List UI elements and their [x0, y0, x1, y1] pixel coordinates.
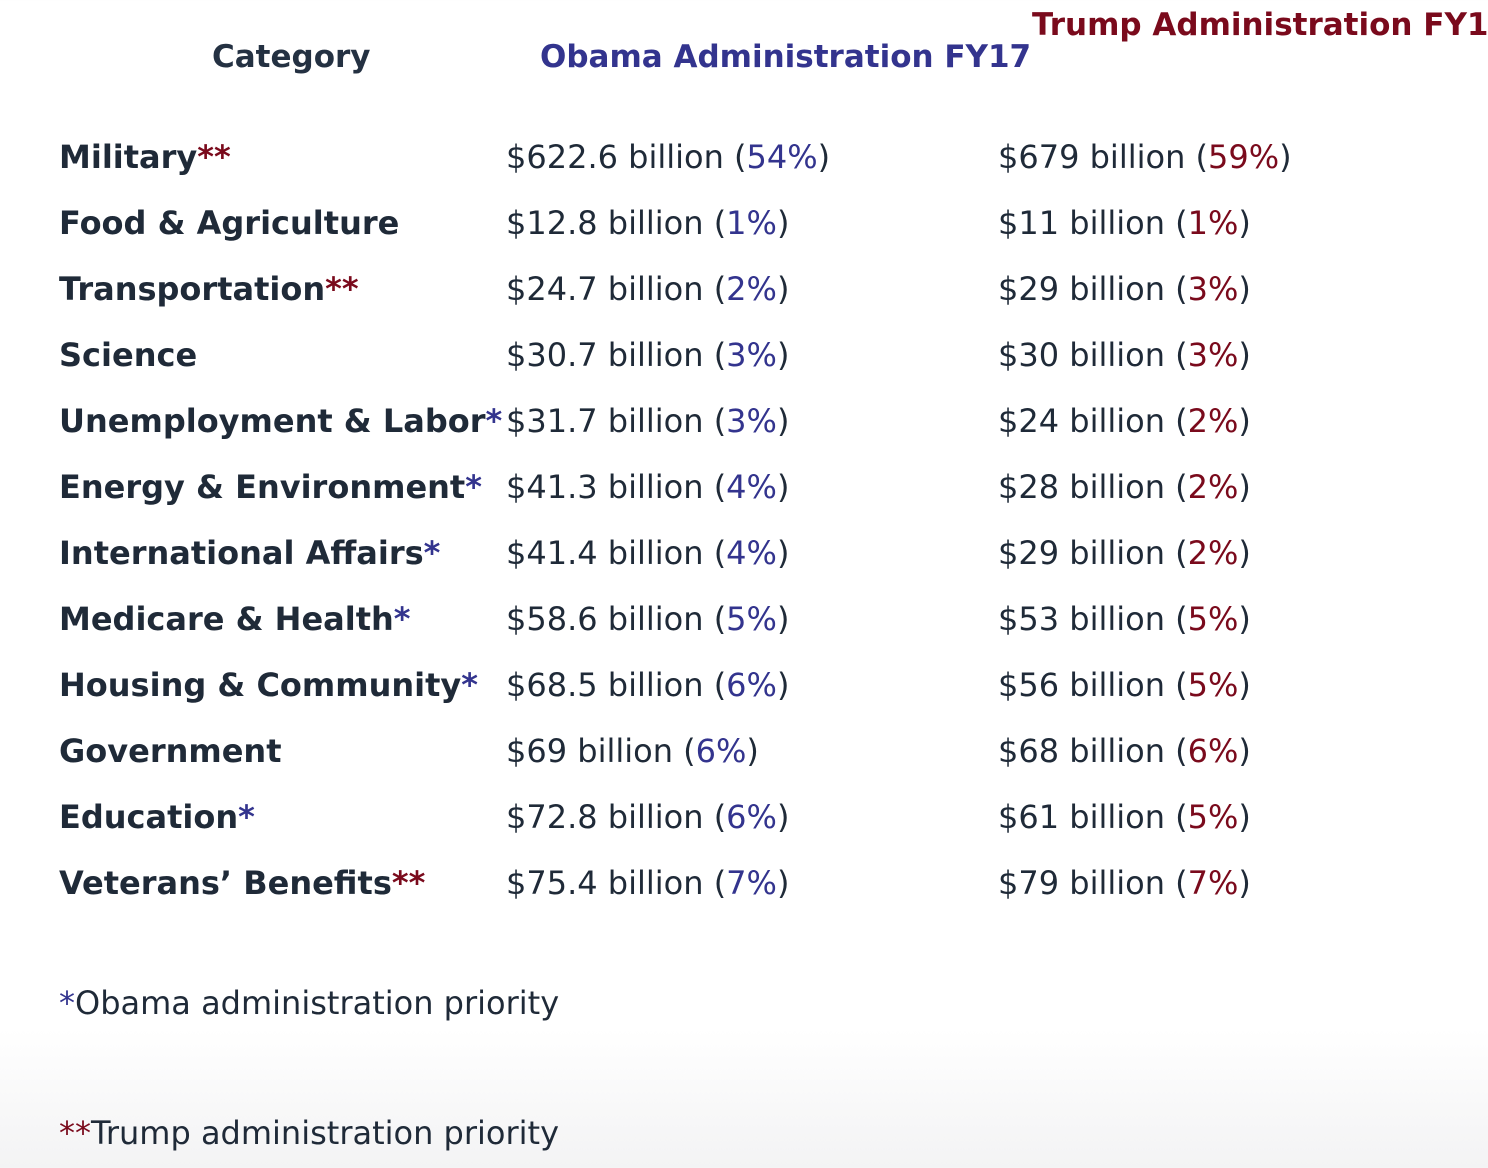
obama-column-header: Obama Administration FY17	[540, 39, 1032, 75]
trump-percent: 2%	[1187, 534, 1239, 572]
priority-marker: *	[393, 600, 411, 638]
obama-value-cell: $41.4 billion (4%)	[506, 534, 790, 572]
table-row: Education* $72.8 billion (6%) $61 billio…	[0, 797, 1488, 837]
obama-value-cell: $41.3 billion (4%)	[506, 468, 790, 506]
table-row: Science $30.7 billion (3%) $30 billion (…	[0, 335, 1488, 375]
obama-value-cell: $24.7 billion (2%)	[506, 270, 790, 308]
priority-marker: **	[197, 138, 231, 176]
footnote-obama-priority: *Obama administration priority	[59, 983, 559, 1023]
table-row: Government $69 billion (6%) $68 billion …	[0, 731, 1488, 771]
footnote-trump-priority: **Trump administration priority	[59, 1113, 559, 1153]
table-row: Military** $622.6 billion (54%) $679 bil…	[0, 137, 1488, 177]
category-cell: Education*	[59, 798, 255, 836]
footnote-text: Obama administration priority	[75, 984, 560, 1022]
obama-percent: 3%	[726, 402, 777, 440]
trump-value-cell: $29 billion (2%)	[998, 534, 1251, 572]
table-row: Medicare & Health* $58.6 billion (5%) $5…	[0, 599, 1488, 639]
trump-value-cell: $11 billion (1%)	[998, 204, 1251, 242]
trump-value-cell: $30 billion (3%)	[998, 336, 1251, 374]
priority-marker: *	[465, 468, 482, 506]
trump-percent: 6%	[1187, 732, 1239, 770]
obama-value-cell: $75.4 billion (7%)	[506, 864, 790, 902]
table-row: Energy & Environment* $41.3 billion (4%)…	[0, 467, 1488, 507]
trump-value-cell: $28 billion (2%)	[998, 468, 1251, 506]
category-cell: Energy & Environment*	[59, 468, 482, 506]
trump-value-cell: $24 billion (2%)	[998, 402, 1251, 440]
category-cell: Government	[59, 732, 282, 770]
trump-percent: 3%	[1187, 270, 1239, 308]
trump-value-cell: $68 billion (6%)	[998, 732, 1251, 770]
trump-value-cell: $679 billion (59%)	[998, 138, 1292, 176]
obama-percent: 7%	[726, 864, 777, 902]
trump-value-cell: $56 billion (5%)	[998, 666, 1251, 704]
trump-percent: 2%	[1187, 468, 1239, 506]
trump-percent: 1%	[1187, 204, 1239, 242]
obama-value-cell: $68.5 billion (6%)	[506, 666, 790, 704]
trump-column-header: Trump Administration FY18	[1032, 7, 1488, 43]
obama-value-cell: $31.7 billion (3%)	[506, 402, 790, 440]
footnote-marker: **	[59, 1114, 91, 1152]
obama-value-cell: $72.8 billion (6%)	[506, 798, 790, 836]
footnote-marker: *	[59, 984, 75, 1022]
trump-percent: 59%	[1208, 138, 1280, 176]
priority-marker: *	[485, 402, 503, 440]
obama-percent: 2%	[726, 270, 777, 308]
trump-value-cell: $79 billion (7%)	[998, 864, 1251, 902]
trump-value-cell: $53 billion (5%)	[998, 600, 1251, 638]
obama-value-cell: $30.7 billion (3%)	[506, 336, 790, 374]
category-column-header: Category	[212, 39, 371, 75]
category-cell: Medicare & Health*	[59, 600, 411, 638]
priority-marker: *	[423, 534, 441, 572]
category-cell: Veterans’ Benefits**	[59, 864, 426, 902]
trump-value-cell: $29 billion (3%)	[998, 270, 1251, 308]
trump-percent: 5%	[1187, 798, 1239, 836]
category-cell: Food & Agriculture	[59, 204, 400, 242]
obama-percent: 6%	[695, 732, 747, 770]
table-row: Unemployment & Labor* $31.7 billion (3%)…	[0, 401, 1488, 441]
trump-percent: 5%	[1187, 600, 1239, 638]
obama-value-cell: $58.6 billion (5%)	[506, 600, 790, 638]
priority-marker: *	[238, 798, 255, 836]
category-cell: International Affairs*	[59, 534, 441, 572]
table-row: International Affairs* $41.4 billion (4%…	[0, 533, 1488, 573]
trump-percent: 7%	[1187, 864, 1239, 902]
obama-percent: 5%	[726, 600, 777, 638]
obama-percent: 1%	[726, 204, 777, 242]
priority-marker: **	[325, 270, 359, 308]
trump-percent: 3%	[1187, 336, 1239, 374]
category-cell: Unemployment & Labor*	[59, 402, 503, 440]
priority-marker: *	[461, 666, 479, 704]
category-cell: Science	[59, 336, 198, 374]
trump-percent: 5%	[1187, 666, 1239, 704]
category-cell: Military**	[59, 138, 231, 176]
category-cell: Transportation**	[59, 270, 359, 308]
trump-value-cell: $61 billion (5%)	[998, 798, 1251, 836]
obama-value-cell: $12.8 billion (1%)	[506, 204, 790, 242]
obama-value-cell: $69 billion (6%)	[506, 732, 759, 770]
obama-percent: 4%	[726, 534, 777, 572]
obama-percent: 6%	[726, 798, 777, 836]
obama-percent: 54%	[746, 138, 818, 176]
table-row: Transportation** $24.7 billion (2%) $29 …	[0, 269, 1488, 309]
obama-percent: 4%	[726, 468, 777, 506]
footnote-text: Trump administration priority	[91, 1114, 560, 1152]
obama-percent: 6%	[726, 666, 777, 704]
trump-percent: 2%	[1187, 402, 1239, 440]
table-row: Food & Agriculture $12.8 billion (1%) $1…	[0, 203, 1488, 243]
category-cell: Housing & Community*	[59, 666, 479, 704]
obama-percent: 3%	[726, 336, 777, 374]
priority-marker: **	[391, 864, 426, 902]
table-row: Housing & Community* $68.5 billion (6%) …	[0, 665, 1488, 705]
table-row: Veterans’ Benefits** $75.4 billion (7%) …	[0, 863, 1488, 903]
obama-value-cell: $622.6 billion (54%)	[506, 138, 831, 176]
